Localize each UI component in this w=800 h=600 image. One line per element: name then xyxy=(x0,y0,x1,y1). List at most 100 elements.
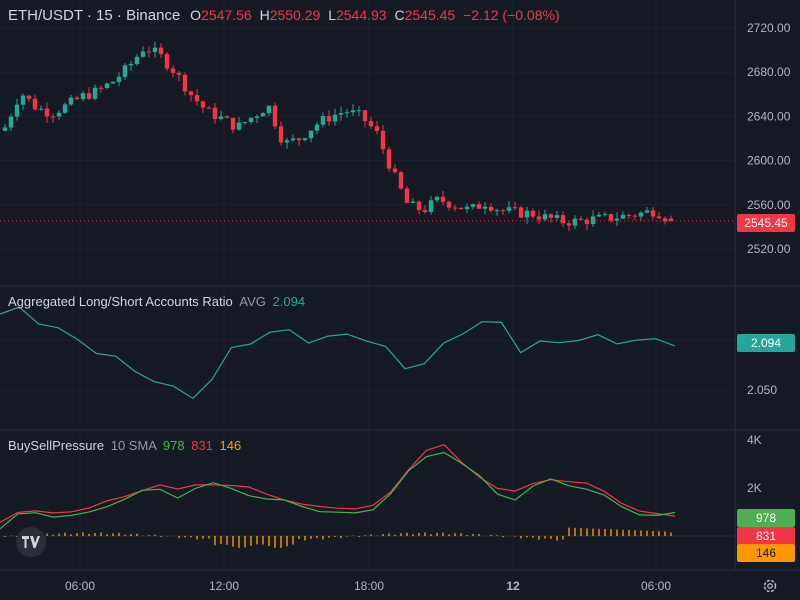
ratio-last-tag: 2.094 xyxy=(737,334,795,352)
candle-body xyxy=(356,110,362,112)
candle-body xyxy=(56,112,62,117)
candle-body xyxy=(386,149,392,169)
close-value: 2545.45 xyxy=(404,7,456,23)
pressure-value-2: 831 xyxy=(191,438,213,453)
candle-body xyxy=(428,200,434,212)
candle-body xyxy=(668,218,674,221)
y-tick-label: 4K xyxy=(747,433,762,447)
candle-body xyxy=(158,47,164,55)
candle-body xyxy=(494,210,500,212)
x-tick-label: 18:00 xyxy=(354,579,384,593)
candle-body xyxy=(296,138,302,141)
candle-body xyxy=(188,91,194,96)
candle-body xyxy=(278,126,284,143)
pressure-value-1: 978 xyxy=(162,438,185,453)
candle-body xyxy=(92,87,98,99)
ratio-line xyxy=(0,306,676,400)
candle-body xyxy=(338,113,344,115)
candle-body xyxy=(32,98,38,110)
candle-body xyxy=(146,51,152,53)
candle-body xyxy=(410,201,416,204)
candle-body xyxy=(194,95,200,102)
candle-body xyxy=(122,65,128,77)
y-tick-label: 2520.00 xyxy=(747,242,791,256)
candle-body xyxy=(362,110,368,122)
candle-body xyxy=(392,168,398,173)
candle-body xyxy=(38,108,44,110)
candle-body xyxy=(290,138,296,141)
candle-body xyxy=(584,219,590,225)
buy-pressure-line xyxy=(0,451,676,530)
candle-body xyxy=(422,210,428,212)
candle-body xyxy=(266,105,272,114)
candle-body xyxy=(44,108,50,117)
candle-body xyxy=(446,201,452,208)
y-tick-label: 2600.00 xyxy=(747,154,791,168)
y-tick-label: 2680.00 xyxy=(747,65,791,79)
candle-body xyxy=(524,210,530,218)
x-tick-label: 12:00 xyxy=(209,579,239,593)
candle-body xyxy=(314,124,320,131)
sell-pressure-line xyxy=(0,444,676,523)
candle-body xyxy=(656,216,662,219)
candle-body xyxy=(224,116,230,118)
candle-body xyxy=(68,97,74,105)
candle-body xyxy=(458,207,464,210)
candle-body xyxy=(374,126,380,131)
candle-body xyxy=(116,76,122,82)
candle-body xyxy=(470,204,476,207)
candle-body xyxy=(440,196,446,202)
candle-body xyxy=(86,93,92,99)
pressure-value-3: 146 xyxy=(219,438,242,453)
x-tick-label: 12 xyxy=(506,579,520,593)
candle-body xyxy=(104,83,110,88)
candle-body xyxy=(500,210,506,212)
gear-icon[interactable] xyxy=(762,578,778,594)
candle-body xyxy=(554,215,560,218)
candle-body xyxy=(14,104,20,117)
candle-body xyxy=(596,214,602,217)
candle-body xyxy=(536,216,542,220)
y-tick-label: 2640.00 xyxy=(747,109,791,123)
candle-body xyxy=(176,72,182,75)
y-tick-label: 2560.00 xyxy=(747,198,791,212)
ratio-panel-header: Aggregated Long/Short Accounts Ratio AVG… xyxy=(8,294,306,309)
buy-tag: 978 xyxy=(737,509,795,527)
pressure-tag: 146 xyxy=(737,544,795,562)
candle-body xyxy=(8,116,14,128)
candle-body xyxy=(230,117,236,130)
candle-body xyxy=(566,223,572,226)
candle-body xyxy=(626,214,632,216)
candle-body xyxy=(110,81,116,84)
candle-body xyxy=(368,121,374,127)
candle-body xyxy=(614,218,620,221)
candle-body xyxy=(80,93,86,100)
candle-body xyxy=(578,218,584,220)
candle-body xyxy=(344,112,350,114)
ratio-title[interactable]: Aggregated Long/Short Accounts Ratio xyxy=(8,294,233,309)
candle-body xyxy=(506,207,512,211)
candle-body xyxy=(212,107,218,120)
symbol-title[interactable]: ETH/USDT · 15 · Binance xyxy=(8,7,181,24)
candle-body xyxy=(74,97,80,100)
candle-body xyxy=(242,122,248,124)
sell-tag: 831 xyxy=(737,527,795,545)
candle-body xyxy=(572,218,578,226)
candle-body xyxy=(608,214,614,221)
candle-body xyxy=(542,214,548,220)
candle-body xyxy=(218,116,224,120)
candle-body xyxy=(350,110,356,113)
candle-body xyxy=(164,54,170,69)
pressure-panel-header: BuySellPressure 10 SMA 978 831 146 xyxy=(8,438,242,453)
candle-body xyxy=(404,188,410,204)
candle-body xyxy=(620,214,626,219)
tradingview-logo-icon[interactable] xyxy=(16,527,46,557)
candle-body xyxy=(320,116,326,125)
candle-body xyxy=(662,218,668,222)
pressure-title[interactable]: BuySellPressure xyxy=(8,438,105,453)
candle-body xyxy=(140,51,146,57)
candle-body xyxy=(170,68,176,73)
low-value: 2544.93 xyxy=(335,7,387,23)
candle-body xyxy=(518,207,524,218)
